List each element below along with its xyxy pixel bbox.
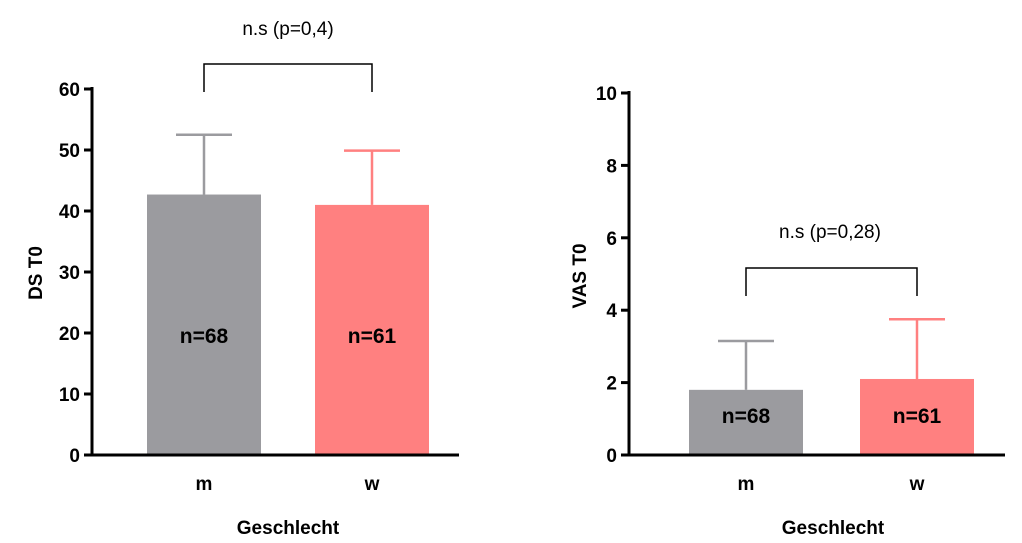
x-axis-label-left: Geschlecht bbox=[237, 518, 340, 539]
chart-right: VAS T0 Geschlecht n.s (p=0,28) n=68 m n=61… bbox=[570, 84, 1005, 539]
y-axis-label-right: VAS T0 bbox=[570, 243, 591, 308]
bar-count-label-m-left: n=68 bbox=[180, 325, 229, 348]
y-tick-label-2-right: 2 bbox=[606, 374, 617, 395]
y-tick-label-10-right: 10 bbox=[596, 84, 617, 105]
y-tick-label-8-right: 8 bbox=[606, 156, 617, 177]
y-tick-label-20-left: 20 bbox=[59, 324, 80, 345]
bar-w-left bbox=[315, 204, 429, 455]
significance-bracket-right bbox=[745, 267, 918, 296]
y-tick-label-30-left: 30 bbox=[59, 263, 80, 284]
y-tick-label-4-right: 4 bbox=[606, 301, 617, 322]
y-tick-label-0-left: 0 bbox=[69, 446, 80, 467]
y-tick-label-40-left: 40 bbox=[59, 202, 80, 223]
y-tick-label-6-right: 6 bbox=[606, 229, 617, 250]
significance-label-right: n.s (p=0,28) bbox=[779, 222, 881, 243]
bar-w-right bbox=[860, 378, 974, 455]
y-tick-label-60-left: 60 bbox=[59, 80, 80, 101]
x-tick-label-w-right: w bbox=[909, 474, 925, 495]
x-tick-label-m-left: m bbox=[196, 474, 213, 495]
x-axis-label-right: Geschlecht bbox=[782, 518, 885, 539]
significance-bracket-left bbox=[203, 63, 373, 92]
x-tick-label-w-left: w bbox=[364, 474, 380, 495]
significance-label-left: n.s (p=0,4) bbox=[242, 19, 333, 40]
y-tick-label-10-left: 10 bbox=[59, 385, 80, 406]
bar-count-label-w-left: n=61 bbox=[348, 325, 397, 348]
bar-m-right bbox=[689, 389, 803, 455]
bar-m-left bbox=[147, 194, 261, 455]
chart-left: DS T0 Geschlecht n.s (p=0,4) n=68 m n=61 w 0… bbox=[26, 19, 459, 539]
bar-count-label-w-right: n=61 bbox=[893, 405, 942, 428]
bar-count-label-m-right: n=68 bbox=[722, 405, 771, 428]
x-tick-label-m-right: m bbox=[738, 474, 755, 495]
y-axis-label-left: DS T0 bbox=[26, 246, 47, 300]
y-tick-label-50-left: 50 bbox=[59, 141, 80, 162]
y-tick-label-0-right: 0 bbox=[606, 446, 617, 467]
